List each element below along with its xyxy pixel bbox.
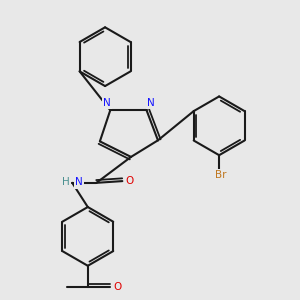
Text: Br: Br xyxy=(215,170,226,180)
Text: O: O xyxy=(114,281,122,292)
Text: N: N xyxy=(147,98,155,108)
Text: H: H xyxy=(62,178,70,188)
Text: O: O xyxy=(126,176,134,186)
Text: N: N xyxy=(75,178,83,188)
Text: N: N xyxy=(103,98,111,108)
